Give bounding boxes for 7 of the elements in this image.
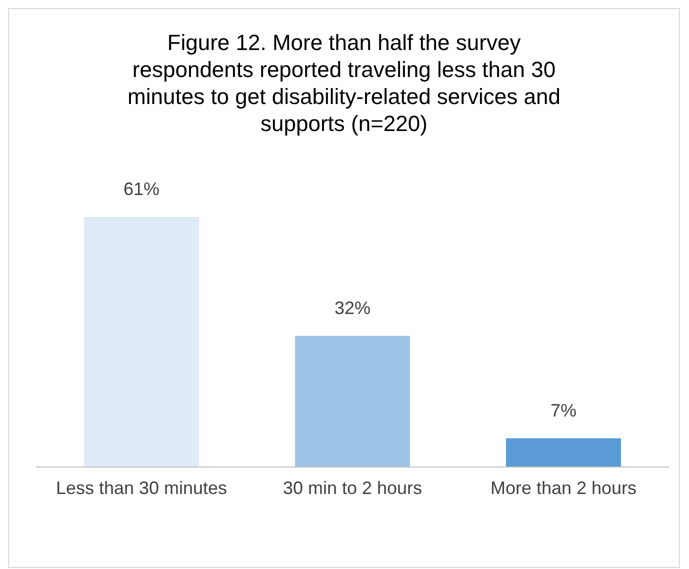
data-label: 7% bbox=[550, 400, 577, 420]
chart-title: Figure 12. More than half the survey respondents reported traveling less than 30 minutes to get disability-related services and supports (n=220) bbox=[126, 29, 562, 137]
x-tick-label: Less than 30 minutes bbox=[56, 478, 228, 498]
x-tick-label: 30 min to 2 hours bbox=[282, 478, 422, 498]
data-label: 32% bbox=[334, 298, 371, 318]
x-tick-label: More than 2 hours bbox=[490, 478, 637, 498]
data-label: 61% bbox=[123, 179, 160, 199]
